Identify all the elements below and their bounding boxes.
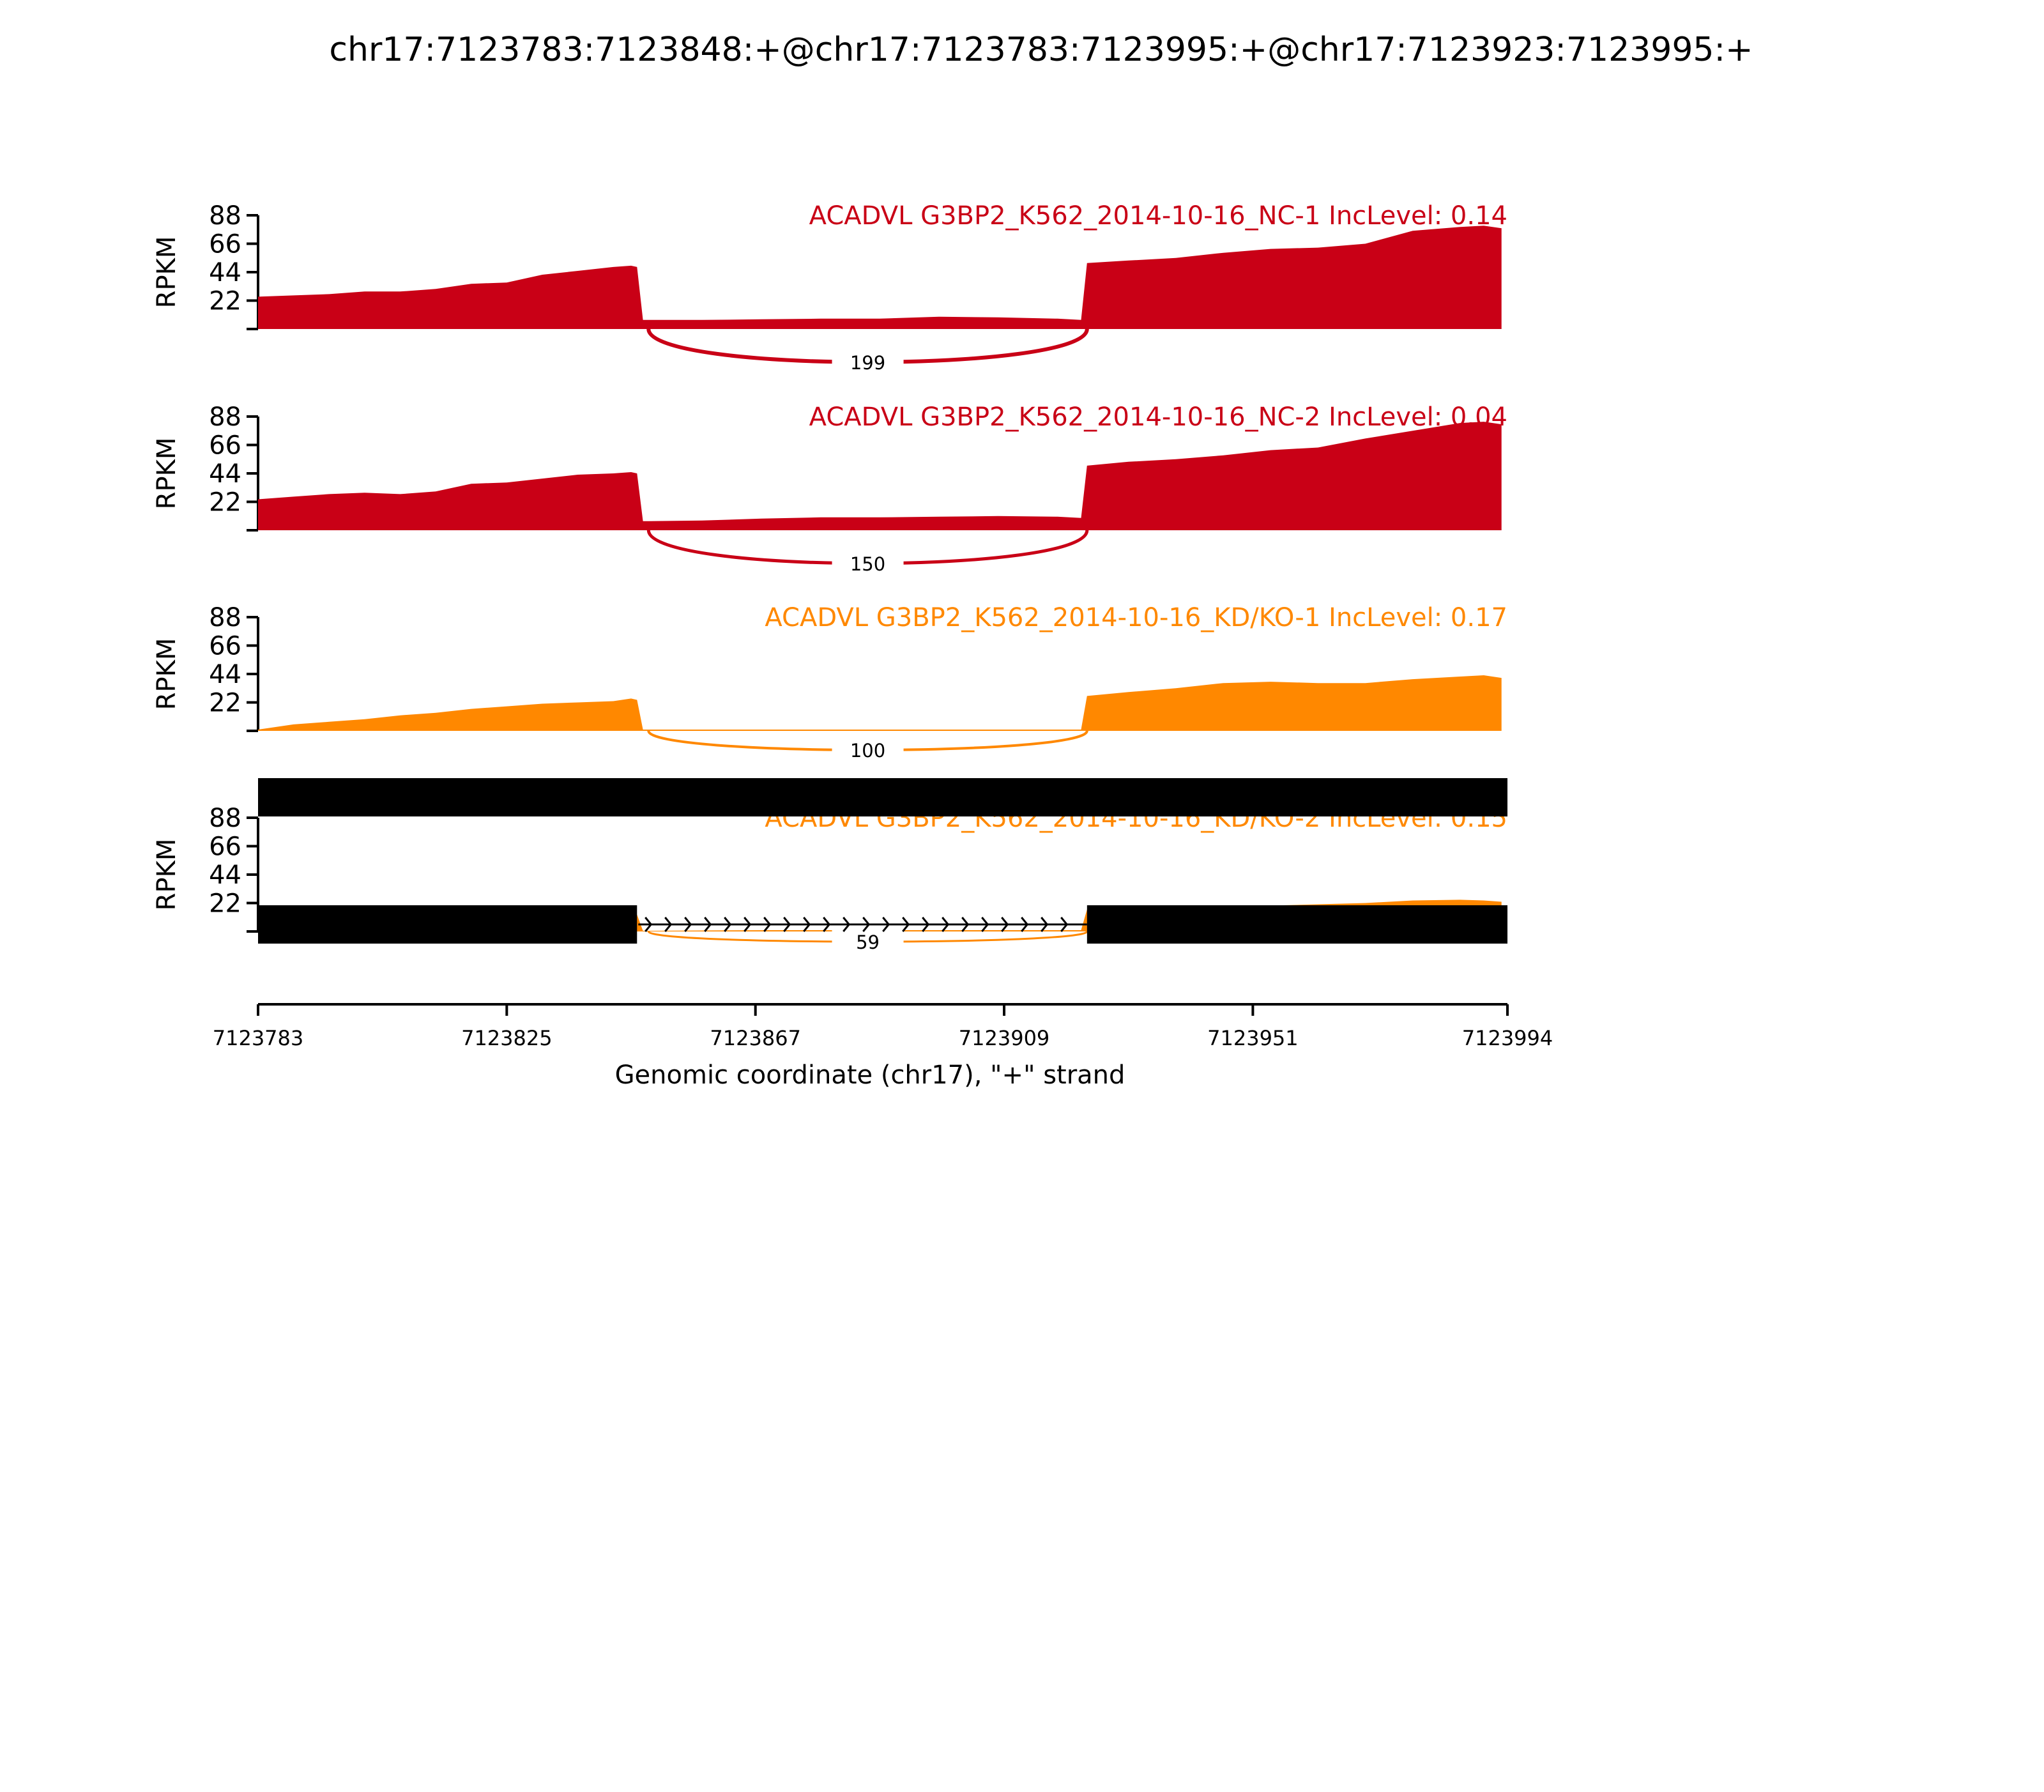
junction-label-bg (832, 551, 904, 576)
junction-label-bg (832, 349, 904, 375)
y-tick-label: 66 (209, 832, 241, 862)
y-tick-label: 44 (209, 660, 241, 689)
coverage-area (258, 226, 1502, 329)
y-tick-label: 44 (209, 459, 241, 489)
intron-arrow (704, 917, 712, 932)
y-tick-label: 88 (209, 603, 241, 632)
x-tick-label: 7123994 (1462, 1026, 1553, 1050)
intron-arrow (1060, 917, 1069, 932)
y-axis-label: RPKM (152, 236, 181, 309)
y-tick-label: 44 (209, 258, 241, 287)
intron-arrow (783, 917, 791, 932)
y-tick-label: 88 (209, 804, 241, 833)
x-axis-label: Genomic coordinate (chr17), "+" strand (615, 1061, 1125, 1090)
y-tick-label: 66 (209, 431, 241, 461)
intron-arrow (1041, 917, 1049, 932)
exon-block (1087, 905, 1507, 944)
junction-count-label: 100 (850, 740, 885, 762)
x-tick-label: 7123951 (1207, 1026, 1299, 1050)
junction-label-bg (832, 929, 904, 954)
intron-arrow (724, 917, 732, 932)
intron-arrow (763, 917, 772, 932)
junction-count-label: 59 (856, 931, 880, 953)
coverage-area (258, 675, 1502, 731)
intron-arrow (862, 917, 871, 932)
intron-arrow (961, 917, 970, 932)
intron-arrow (843, 917, 851, 932)
junction-count-label: 199 (850, 352, 885, 374)
track-title: ACADVL G3BP2_K562_2014-10-16_NC-1 IncLev… (809, 201, 1507, 231)
intron-arrow (744, 917, 752, 932)
y-tick-label: 88 (209, 201, 241, 231)
y-tick-label: 22 (209, 287, 241, 316)
y-axis-label: RPKM (152, 438, 181, 510)
intron-arrow (664, 917, 673, 932)
intron-arrow (684, 917, 692, 932)
intron-arrow (942, 917, 950, 932)
y-tick-label: 88 (209, 402, 241, 432)
chart-title: chr17:7123783:7123848:+@chr17:7123783:71… (329, 31, 1753, 69)
intron-arrow (803, 917, 811, 932)
y-tick-label: 66 (209, 632, 241, 661)
x-tick-label: 7123825 (461, 1026, 553, 1050)
exon-block (258, 905, 637, 944)
y-tick-label: 22 (209, 689, 241, 718)
y-tick-label: 66 (209, 230, 241, 259)
y-tick-label: 22 (209, 488, 241, 517)
x-tick-label: 7123783 (213, 1026, 304, 1050)
junction-count-label: 150 (850, 553, 885, 575)
intron-arrow (644, 917, 653, 932)
exon-block (258, 778, 1507, 816)
y-tick-label: 44 (209, 861, 241, 890)
track-title: ACADVL G3BP2_K562_2014-10-16_KD/KO-1 Inc… (765, 603, 1507, 632)
intron-arrow (823, 917, 831, 932)
x-tick-label: 7123909 (959, 1026, 1050, 1050)
y-axis-label: RPKM (152, 839, 181, 911)
intron-arrow (902, 917, 910, 932)
intron-arrow (1021, 917, 1029, 932)
y-axis-label: RPKM (152, 638, 181, 710)
intron-arrow (922, 917, 930, 932)
track-title: ACADVL G3BP2_K562_2014-10-16_NC-2 IncLev… (809, 402, 1507, 432)
coverage-area (258, 422, 1502, 530)
intron-arrow (981, 917, 989, 932)
y-tick-label: 22 (209, 889, 241, 919)
intron-arrow (882, 917, 890, 932)
x-tick-label: 7123867 (710, 1026, 801, 1050)
intron-arrow (1001, 917, 1009, 932)
junction-label-bg (832, 737, 904, 763)
